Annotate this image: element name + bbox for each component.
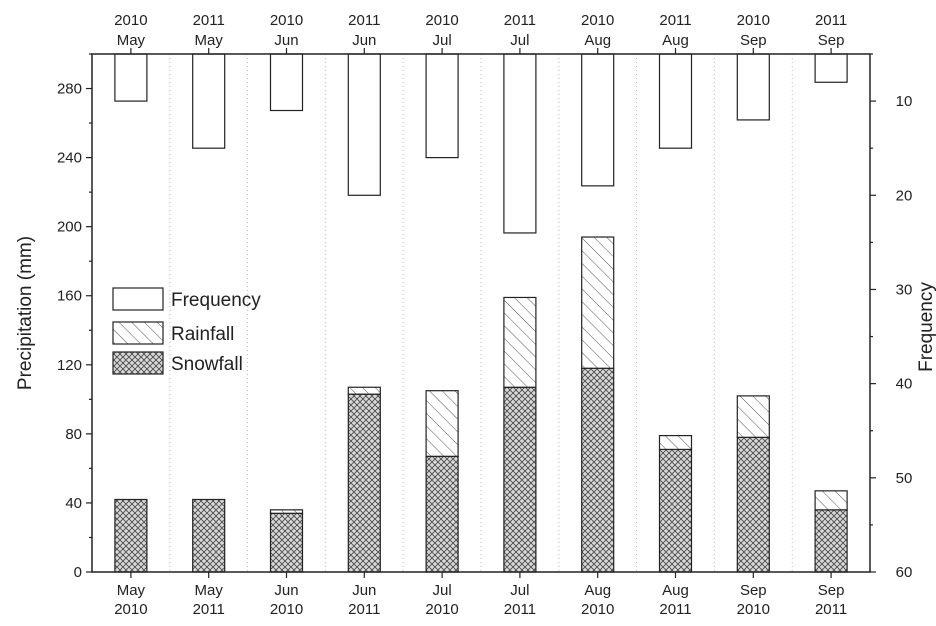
x2-tick-label-year: 2010 — [581, 12, 614, 29]
x-tick-label-month: Aug — [584, 582, 611, 599]
x2-tick-label-month: Aug — [662, 32, 689, 49]
legend-swatch-snowfall — [112, 351, 164, 375]
snowfall-bar — [269, 512, 304, 573]
y-tick-label: 40 — [65, 495, 82, 512]
x2-tick-label-month: May — [195, 32, 224, 49]
x-tick-label-month: May — [195, 582, 224, 599]
rainfall-bar — [814, 490, 848, 511]
y-tick-label: 280 — [57, 81, 82, 98]
frequency-bar — [581, 53, 615, 187]
x2-tick-label-year: 2011 — [815, 12, 847, 29]
x2-tick-label-year: 2010 — [425, 12, 458, 29]
x-tick-label-month: May — [117, 582, 146, 599]
x2-tick-label-year: 2010 — [737, 12, 770, 29]
x2-tick-label-month: Jul — [433, 32, 452, 49]
x2-tick-label-year: 2010 — [270, 12, 303, 29]
frequency-bar — [814, 53, 848, 83]
x-tick-label-month: Aug — [662, 582, 689, 599]
x-tick-label-year: 2010 — [425, 601, 458, 618]
y2-axis-title: Frequency — [916, 282, 936, 372]
x-tick-label-year: 2010 — [737, 601, 770, 618]
frequency-bar — [425, 53, 459, 159]
x2-tick-label-year: 2011 — [193, 12, 225, 29]
legend-label-frequency: Frequency — [171, 290, 261, 311]
legend-swatch-rainfall — [112, 321, 164, 345]
x2-tick-label-month: Aug — [584, 32, 611, 49]
frequency-bar — [503, 53, 537, 234]
y-tick-label: 120 — [57, 357, 82, 374]
snowfall-bar — [658, 448, 693, 573]
x-tick-label-year: 2010 — [114, 601, 147, 618]
frequency-bar — [347, 53, 381, 196]
y2-tick-label: 60 — [896, 564, 913, 581]
snowfall-bar — [114, 498, 148, 573]
x-tick-label-month: Sep — [740, 582, 767, 599]
y-tick-label: 240 — [57, 150, 82, 167]
x-tick-label-year: 2010 — [581, 601, 614, 618]
snowfall-bar — [503, 386, 537, 573]
legend: Frequency Rainfall Snowfall — [112, 287, 261, 375]
x-tick-label-month: Jul — [510, 582, 529, 599]
rainfall-bar — [425, 390, 459, 457]
rainfall-bar — [658, 434, 693, 451]
x-tick-label-year: 2011 — [193, 601, 225, 618]
frequency-bar — [269, 53, 304, 112]
y2-tick-label: 20 — [896, 187, 913, 204]
legend-label-snowfall: Snowfall — [171, 354, 243, 375]
y2-tick-label: 40 — [896, 376, 913, 393]
frequency-bar — [658, 53, 693, 149]
x2-tick-label-year: 2011 — [659, 12, 691, 29]
x-tick-label-year: 2011 — [815, 601, 847, 618]
rainfall-bar — [736, 395, 770, 438]
x-tick-label-year: 2010 — [270, 601, 303, 618]
legend-label-rainfall: Rainfall — [171, 324, 234, 345]
x-tick-label-year: 2011 — [348, 601, 380, 618]
y-tick-label: 80 — [65, 426, 82, 443]
x2-tick-label-month: May — [117, 32, 146, 49]
x2-tick-label-year: 2010 — [114, 12, 147, 29]
y2-tick-label: 10 — [896, 93, 913, 110]
x-tick-label-year: 2011 — [504, 601, 536, 618]
x2-tick-label-year: 2011 — [348, 12, 380, 29]
frequency-bar — [736, 53, 770, 121]
x-tick-label-month: Jun — [352, 582, 376, 599]
rainfall-bar — [269, 509, 304, 514]
bars — [114, 53, 848, 573]
x2-tick-label-month: Sep — [818, 32, 845, 49]
x2-tick-label-year: 2011 — [504, 12, 536, 29]
snowfall-bar — [425, 455, 459, 573]
axes: May20102010MayMay20112011MayJun20102010J… — [57, 12, 912, 618]
frequency-bar — [192, 53, 226, 149]
y2-tick-label: 50 — [896, 470, 913, 487]
x2-tick-label-month: Jun — [274, 32, 298, 49]
x-tick-label-month: Jul — [433, 582, 452, 599]
snowfall-bar — [581, 367, 615, 573]
snowfall-bar — [814, 509, 848, 573]
y2-tick-label: 30 — [896, 281, 913, 298]
legend-swatch-frequency — [112, 287, 164, 311]
plot-frame — [91, 53, 871, 573]
x-tick-label-year: 2011 — [659, 601, 691, 618]
grid-lines — [169, 54, 793, 572]
y-tick-label: 0 — [74, 564, 82, 581]
snowfall-bar — [736, 436, 770, 573]
y-tick-label: 200 — [57, 219, 82, 236]
x-tick-label-month: Jun — [274, 582, 298, 599]
snowfall-bar — [192, 498, 226, 573]
snowfall-bar — [347, 393, 381, 573]
rainfall-bar — [581, 236, 615, 369]
y-axis-title: Precipitation (mm) — [15, 236, 36, 390]
rainfall-bar — [347, 386, 381, 395]
x-tick-label-month: Sep — [818, 582, 845, 599]
y-tick-label: 160 — [57, 288, 82, 305]
x2-tick-label-month: Jun — [352, 32, 376, 49]
rainfall-bar — [503, 296, 537, 388]
frequency-bar — [114, 53, 148, 102]
x2-tick-label-month: Jul — [510, 32, 529, 49]
x2-tick-label-month: Sep — [740, 32, 767, 49]
